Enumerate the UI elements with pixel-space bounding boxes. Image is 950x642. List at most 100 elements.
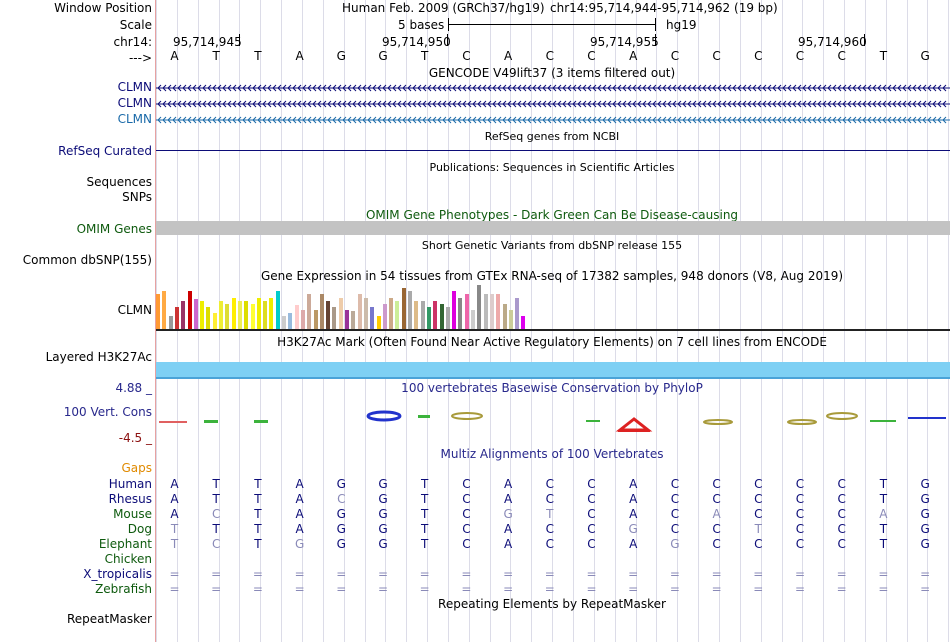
strand-chevron [532,116,537,124]
phylop-mark-1 [159,421,187,423]
gtex-bar[interactable] [426,307,431,329]
snps-label[interactable]: SNPs [122,190,152,204]
strand-chevron [942,100,947,108]
gtex-bar[interactable] [489,294,494,329]
gtex-bar[interactable] [483,294,488,329]
alignment-base: T [212,477,220,491]
gtex-bar[interactable] [414,301,419,329]
pubs-title[interactable]: Publications: Sequences in Scientific Ar… [429,161,675,174]
gtex-bar[interactable] [376,316,381,329]
gtex-bar[interactable] [269,298,274,329]
gencode-clmn-label-3[interactable]: CLMN [117,112,152,126]
gtex-bar[interactable] [515,298,520,329]
strand-chevron [817,84,822,92]
h3k27ac-title[interactable]: H3K27Ac Mark (Often Found Near Active Re… [277,335,827,349]
gtex-bar[interactable] [382,304,387,329]
gtex-label[interactable]: CLMN [117,303,152,317]
gtex-bar[interactable] [389,298,394,329]
gtex-bar[interactable] [464,294,469,329]
gtex-bar[interactable] [401,288,406,329]
gtex-bar[interactable] [156,294,160,329]
gtex-bar[interactable] [307,294,312,329]
gtex-bar[interactable] [395,301,400,329]
gtex-bar[interactable] [471,310,475,329]
gtex-bar[interactable] [162,291,167,329]
repeatmasker-label[interactable]: RepeatMasker [66,612,152,626]
gtex-bar[interactable] [181,301,186,329]
gtex-bar[interactable] [332,307,337,329]
gtex-bar[interactable] [408,291,412,329]
h3k27ac-label[interactable]: Layered H3K27Ac [45,350,152,364]
strand-chevron [677,116,682,124]
gencode-transcript-2[interactable] [156,100,950,108]
gtex-bar[interactable] [250,304,255,329]
track-area[interactable]: Human Feb. 2009 (GRCh37/hg19) chr14:95,7… [156,0,950,642]
refseq-title[interactable]: RefSeq genes from NCBI [484,130,620,143]
omim-gene-bar[interactable] [156,221,950,235]
gtex-bar[interactable] [351,311,356,329]
gtex-bar[interactable] [521,316,526,329]
gtex-bar[interactable] [282,316,286,329]
strand-chevron [927,84,932,92]
gtex-bar[interactable] [452,291,457,329]
gtex-bar[interactable] [508,310,513,329]
gencode-clmn-label-2[interactable]: CLMN [117,96,152,110]
gtex-bar[interactable] [237,301,242,329]
gtex-bar[interactable] [439,304,444,329]
gtex-bar-chart[interactable] [156,284,950,329]
repeat-title[interactable]: Repeating Elements by RepeatMasker [438,597,666,611]
gtex-bar[interactable] [326,301,331,329]
gencode-transcript-1[interactable] [156,84,950,92]
refseq-gene-line[interactable] [156,150,950,151]
phylop-title[interactable]: 100 vertebrates Basewise Conservation by… [401,381,703,395]
gtex-bar[interactable] [496,294,501,329]
gencode-title[interactable]: GENCODE V49lift37 (3 items filtered out) [428,66,676,80]
gtex-bar[interactable] [231,298,236,329]
h3k27ac-signal[interactable] [156,362,950,377]
gtex-bar[interactable] [445,307,450,329]
gtex-bar[interactable] [187,291,192,329]
gtex-bar[interactable] [294,305,299,329]
multiz-title[interactable]: Multiz Alignments of 100 Vertebrates [440,447,664,461]
gtex-bar[interactable] [313,310,318,329]
gtex-bar[interactable] [206,307,211,329]
gtex-bar[interactable] [225,304,230,329]
gencode-clmn-label-1[interactable]: CLMN [117,80,152,94]
gtex-bar[interactable] [168,316,173,329]
strand-chevron [347,84,352,92]
gtex-bar[interactable] [477,285,482,329]
refseq-label[interactable]: RefSeq Curated [58,144,152,158]
gtex-title[interactable]: Gene Expression in 54 tissues from GTEx … [260,269,844,283]
gtex-bar[interactable] [219,301,223,329]
gtex-bar[interactable] [275,291,280,329]
gtex-bar[interactable] [370,307,375,329]
strand-chevron [632,84,637,92]
phylop-logo[interactable] [156,405,950,435]
gtex-bar[interactable] [433,301,438,329]
gtex-bar[interactable] [256,298,261,329]
gtex-bar[interactable] [345,310,349,329]
gtex-bar[interactable] [174,307,179,329]
dbsnp-label[interactable]: Common dbSNP(155) [22,253,152,267]
gencode-transcript-3[interactable] [156,116,950,124]
dbsnp-title[interactable]: Short Genetic Variants from dbSNP releas… [421,239,683,252]
gtex-bar[interactable] [212,313,217,329]
gtex-bar[interactable] [244,301,249,329]
gtex-bar[interactable] [300,310,305,329]
gtex-bar[interactable] [319,294,324,329]
gtex-bar[interactable] [193,299,198,329]
sequences-label[interactable]: Sequences [86,175,152,189]
gtex-bar[interactable] [420,301,425,329]
strand-chevron [287,116,292,124]
gtex-bar[interactable] [288,313,293,329]
omim-label[interactable]: OMIM Genes [76,222,152,236]
gtex-bar[interactable] [357,294,362,329]
gtex-bar[interactable] [458,298,463,329]
gtex-bar[interactable] [502,304,507,329]
gtex-bar[interactable] [200,301,205,329]
gtex-bar[interactable] [338,298,343,329]
gtex-bar[interactable] [363,298,368,329]
gtex-bar[interactable] [263,301,268,329]
omim-title[interactable]: OMIM Gene Phenotypes - Dark Green Can Be… [365,208,739,222]
cons-label[interactable]: 100 Vert. Cons [63,405,152,419]
